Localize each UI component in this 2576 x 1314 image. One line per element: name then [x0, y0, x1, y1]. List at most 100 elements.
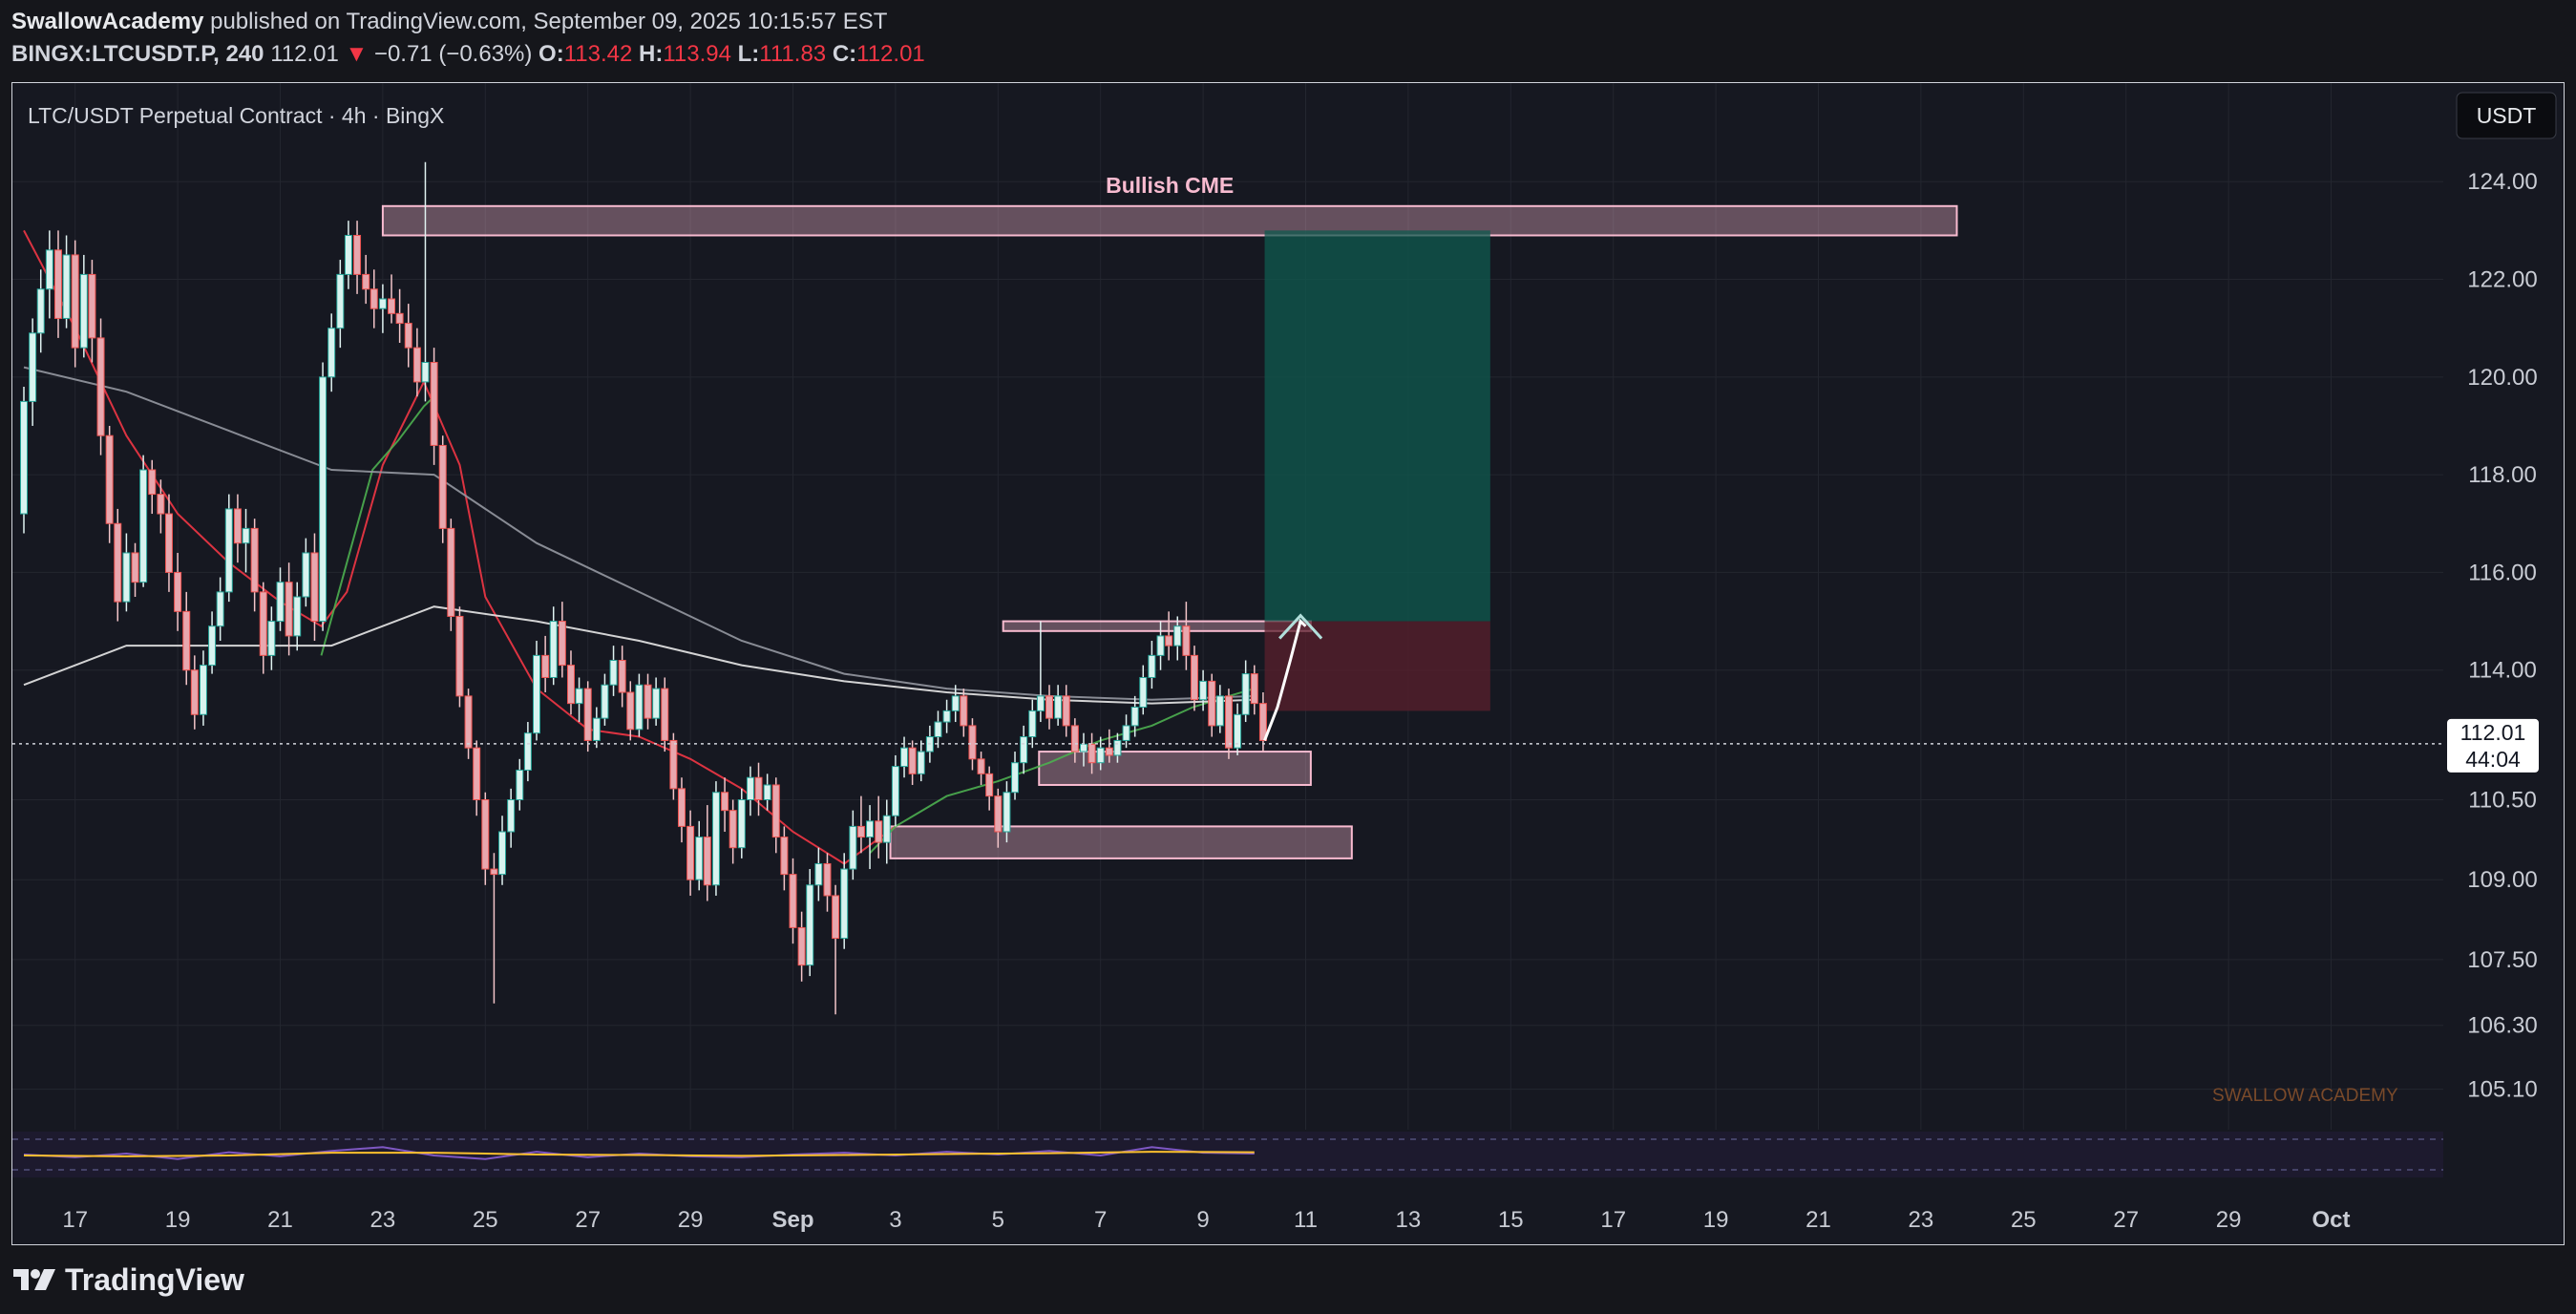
candle-body — [1113, 739, 1122, 756]
price-axis[interactable] — [2445, 83, 2564, 1244]
candle-body — [1020, 736, 1028, 764]
open-value: 113.42 — [563, 41, 633, 67]
candle-body — [20, 400, 28, 515]
x-tick-label: 29 — [678, 1207, 704, 1233]
y-tick-label: 116.00 — [2468, 560, 2537, 585]
y-tick-label: 110.50 — [2468, 788, 2537, 814]
candle-body — [977, 758, 985, 774]
candle-body — [908, 747, 917, 774]
candle-body — [942, 710, 951, 723]
x-tick-label: Sep — [771, 1207, 813, 1233]
x-tick-label: 13 — [1396, 1207, 1422, 1233]
time-axis-labels: 17 19 21 23 25 27 29 Sep 3 5 7 9 11 13 15 17 19 21 23 25 27 2… — [62, 1207, 2350, 1233]
x-tick-label: 11 — [1294, 1207, 1318, 1233]
low-label: L: — [737, 41, 760, 67]
x-tick-label: 25 — [473, 1207, 498, 1233]
candle-body — [224, 508, 233, 593]
price-chart[interactable]: 124.00 122.00 120.00 118.00 116.00 114.00 110.… — [12, 83, 2564, 1244]
rsi-panel-background — [12, 1132, 2443, 1177]
candle-body — [1003, 792, 1011, 833]
chart-title: LTC/USDT Perpetual Contract · 4h · BingX — [28, 103, 444, 128]
candle-body — [481, 799, 490, 870]
candle-body — [1062, 695, 1070, 727]
candle-body — [566, 665, 575, 705]
candle-body — [626, 691, 635, 731]
candle-body — [891, 766, 899, 816]
currency-button-label[interactable]: USDT — [2477, 103, 2537, 128]
candle-body — [771, 784, 780, 838]
projection-path — [1263, 613, 1323, 741]
candle-body — [1190, 654, 1198, 701]
candle-body — [1208, 680, 1216, 727]
x-tick-label: 21 — [267, 1207, 293, 1233]
x-tick-label: 5 — [992, 1207, 1004, 1233]
candle-body — [310, 552, 319, 623]
last-price-tag: 112.01 44:04 — [2447, 718, 2539, 773]
x-tick-label: 23 — [1909, 1207, 1934, 1233]
candle-body — [523, 732, 532, 771]
chart-frame[interactable]: 124.00 122.00 120.00 118.00 116.00 114.00 110.… — [11, 82, 2565, 1245]
candle-body — [1173, 625, 1182, 646]
candle-body — [711, 792, 720, 886]
candle-body — [1199, 680, 1208, 701]
target-zone — [1264, 230, 1490, 622]
tradingview-logo-icon[interactable] — [11, 1267, 57, 1292]
candle-body — [157, 494, 165, 515]
close-label: C: — [832, 41, 857, 67]
rsi-ma-line — [23, 1151, 1255, 1157]
candle-body — [1215, 695, 1224, 727]
candle-body — [1258, 703, 1267, 741]
symbol-name[interactable]: BINGX:LTCUSDT.P, 240 — [11, 41, 264, 67]
candle-body — [464, 695, 473, 749]
long-position-tool[interactable] — [1264, 230, 1490, 711]
published-text: published on TradingView.com, September … — [210, 9, 888, 34]
candle-body — [164, 513, 173, 573]
candle-body — [875, 820, 883, 843]
candle-body — [644, 684, 652, 719]
candle-body — [1096, 747, 1105, 764]
candle-body — [1105, 747, 1113, 756]
candle-body — [1165, 635, 1173, 646]
candle-body — [1070, 725, 1079, 752]
candle-body — [404, 323, 412, 349]
candle-body — [592, 717, 601, 741]
x-tick-label: 25 — [2011, 1207, 2037, 1233]
publisher-name[interactable]: SwallowAcademy — [11, 9, 204, 34]
y-tick-label: 118.00 — [2468, 462, 2537, 488]
candle-body — [1011, 762, 1020, 794]
candle-body — [780, 837, 789, 876]
candle-body — [669, 739, 678, 790]
open-label: O: — [538, 41, 564, 67]
candle-body — [652, 688, 661, 719]
candle-body — [29, 332, 37, 402]
y-tick-label: 106.30 — [2467, 1013, 2537, 1039]
candle-body — [378, 298, 387, 309]
candle-body — [1234, 713, 1242, 749]
tradingview-brand[interactable]: TradingView — [65, 1261, 244, 1297]
candle-body — [1036, 695, 1045, 711]
currency-button[interactable] — [2456, 92, 2557, 139]
candle-body — [541, 654, 550, 678]
y-tick-label: 114.00 — [2468, 658, 2537, 684]
last-price-tag-value: 112.01 — [2460, 720, 2526, 745]
drawing-zones — [381, 204, 1958, 859]
candle-body — [370, 288, 378, 309]
candle-body — [1224, 695, 1233, 749]
candle-body — [806, 884, 814, 966]
bullish-cme-zone — [381, 204, 1958, 237]
x-tick-label: 29 — [2216, 1207, 2242, 1233]
x-tick-label: 9 — [1196, 1207, 1209, 1233]
candle-body — [686, 825, 695, 880]
x-tick-label: Oct — [2312, 1207, 2350, 1233]
stop-zone — [1264, 621, 1490, 711]
last-price: 112.01 — [270, 41, 339, 67]
candle-body — [866, 820, 875, 838]
bar-countdown: 44:04 — [2465, 747, 2521, 772]
candle-body — [174, 571, 182, 612]
candle-body — [293, 596, 302, 637]
publish-line: SwallowAcademy published on TradingView.… — [11, 6, 925, 38]
candle-body — [447, 527, 455, 617]
candle-body — [635, 684, 644, 731]
y-tick-label: 105.10 — [2467, 1077, 2537, 1103]
candle-body — [960, 695, 968, 727]
